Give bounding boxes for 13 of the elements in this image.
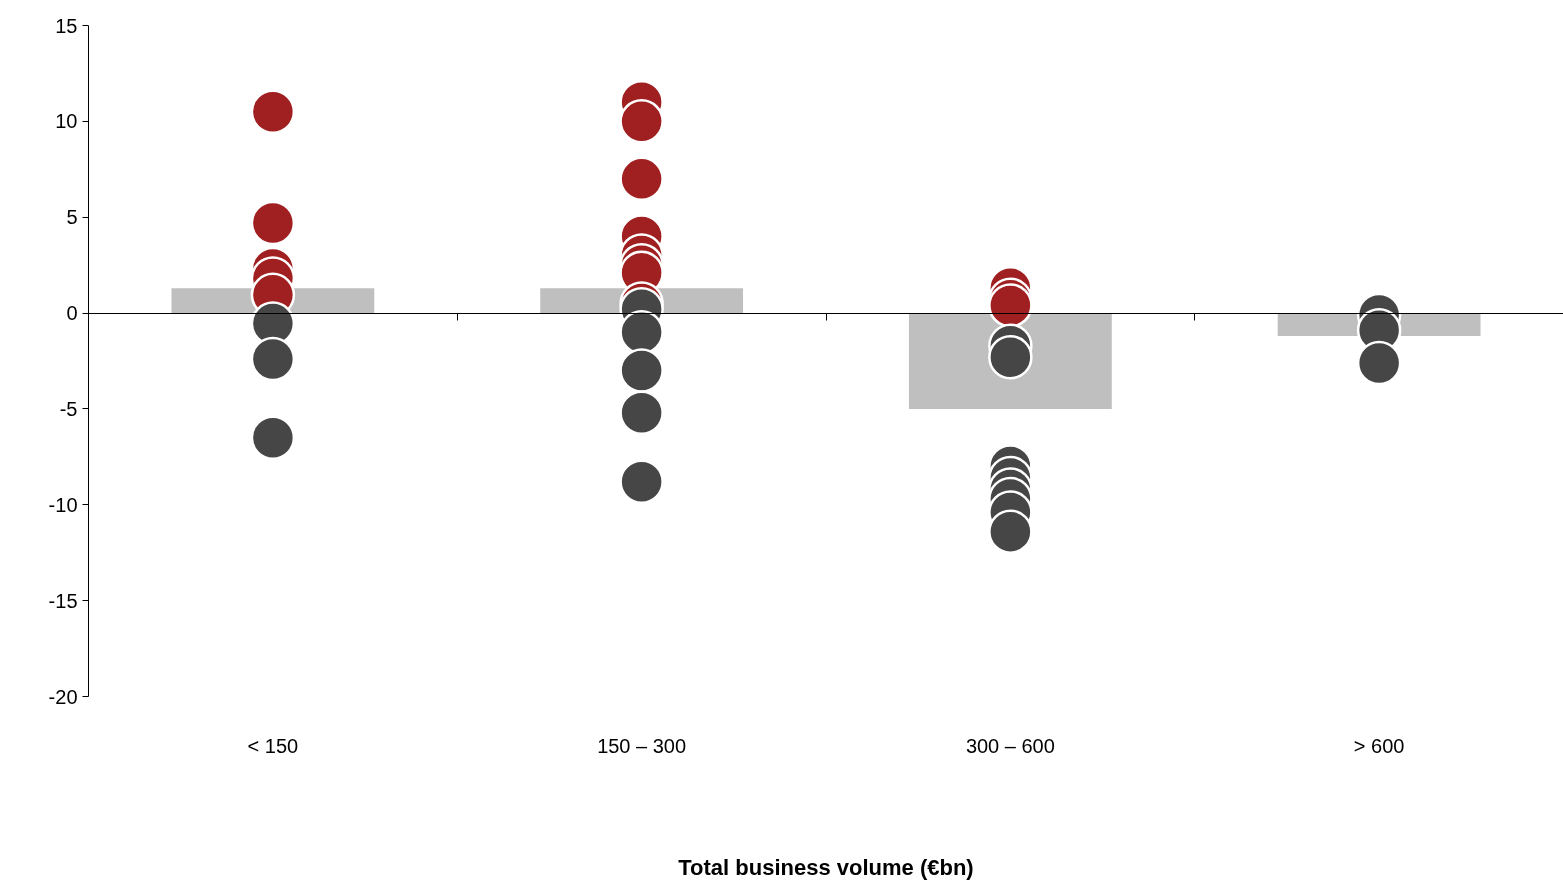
y-tick-label: 0 [66,302,78,325]
y-tick-label: 5 [66,206,78,229]
y-tick-label: 15 [55,14,78,37]
y-tick-label: -15 [48,589,78,612]
x-axis-title: Total business volume (€bn) [678,854,974,880]
y-tick-label: -10 [48,493,78,516]
x-tick-label: 300 – 600 [965,734,1055,757]
y-tick-label: -20 [48,685,78,708]
x-tick-label: 150 – 300 [597,734,687,757]
x-tick-label: > 600 [1353,734,1405,757]
y-tick-label: 10 [55,110,78,133]
y-tick-label: -5 [59,397,78,420]
x-tick-label: < 150 [247,734,299,757]
